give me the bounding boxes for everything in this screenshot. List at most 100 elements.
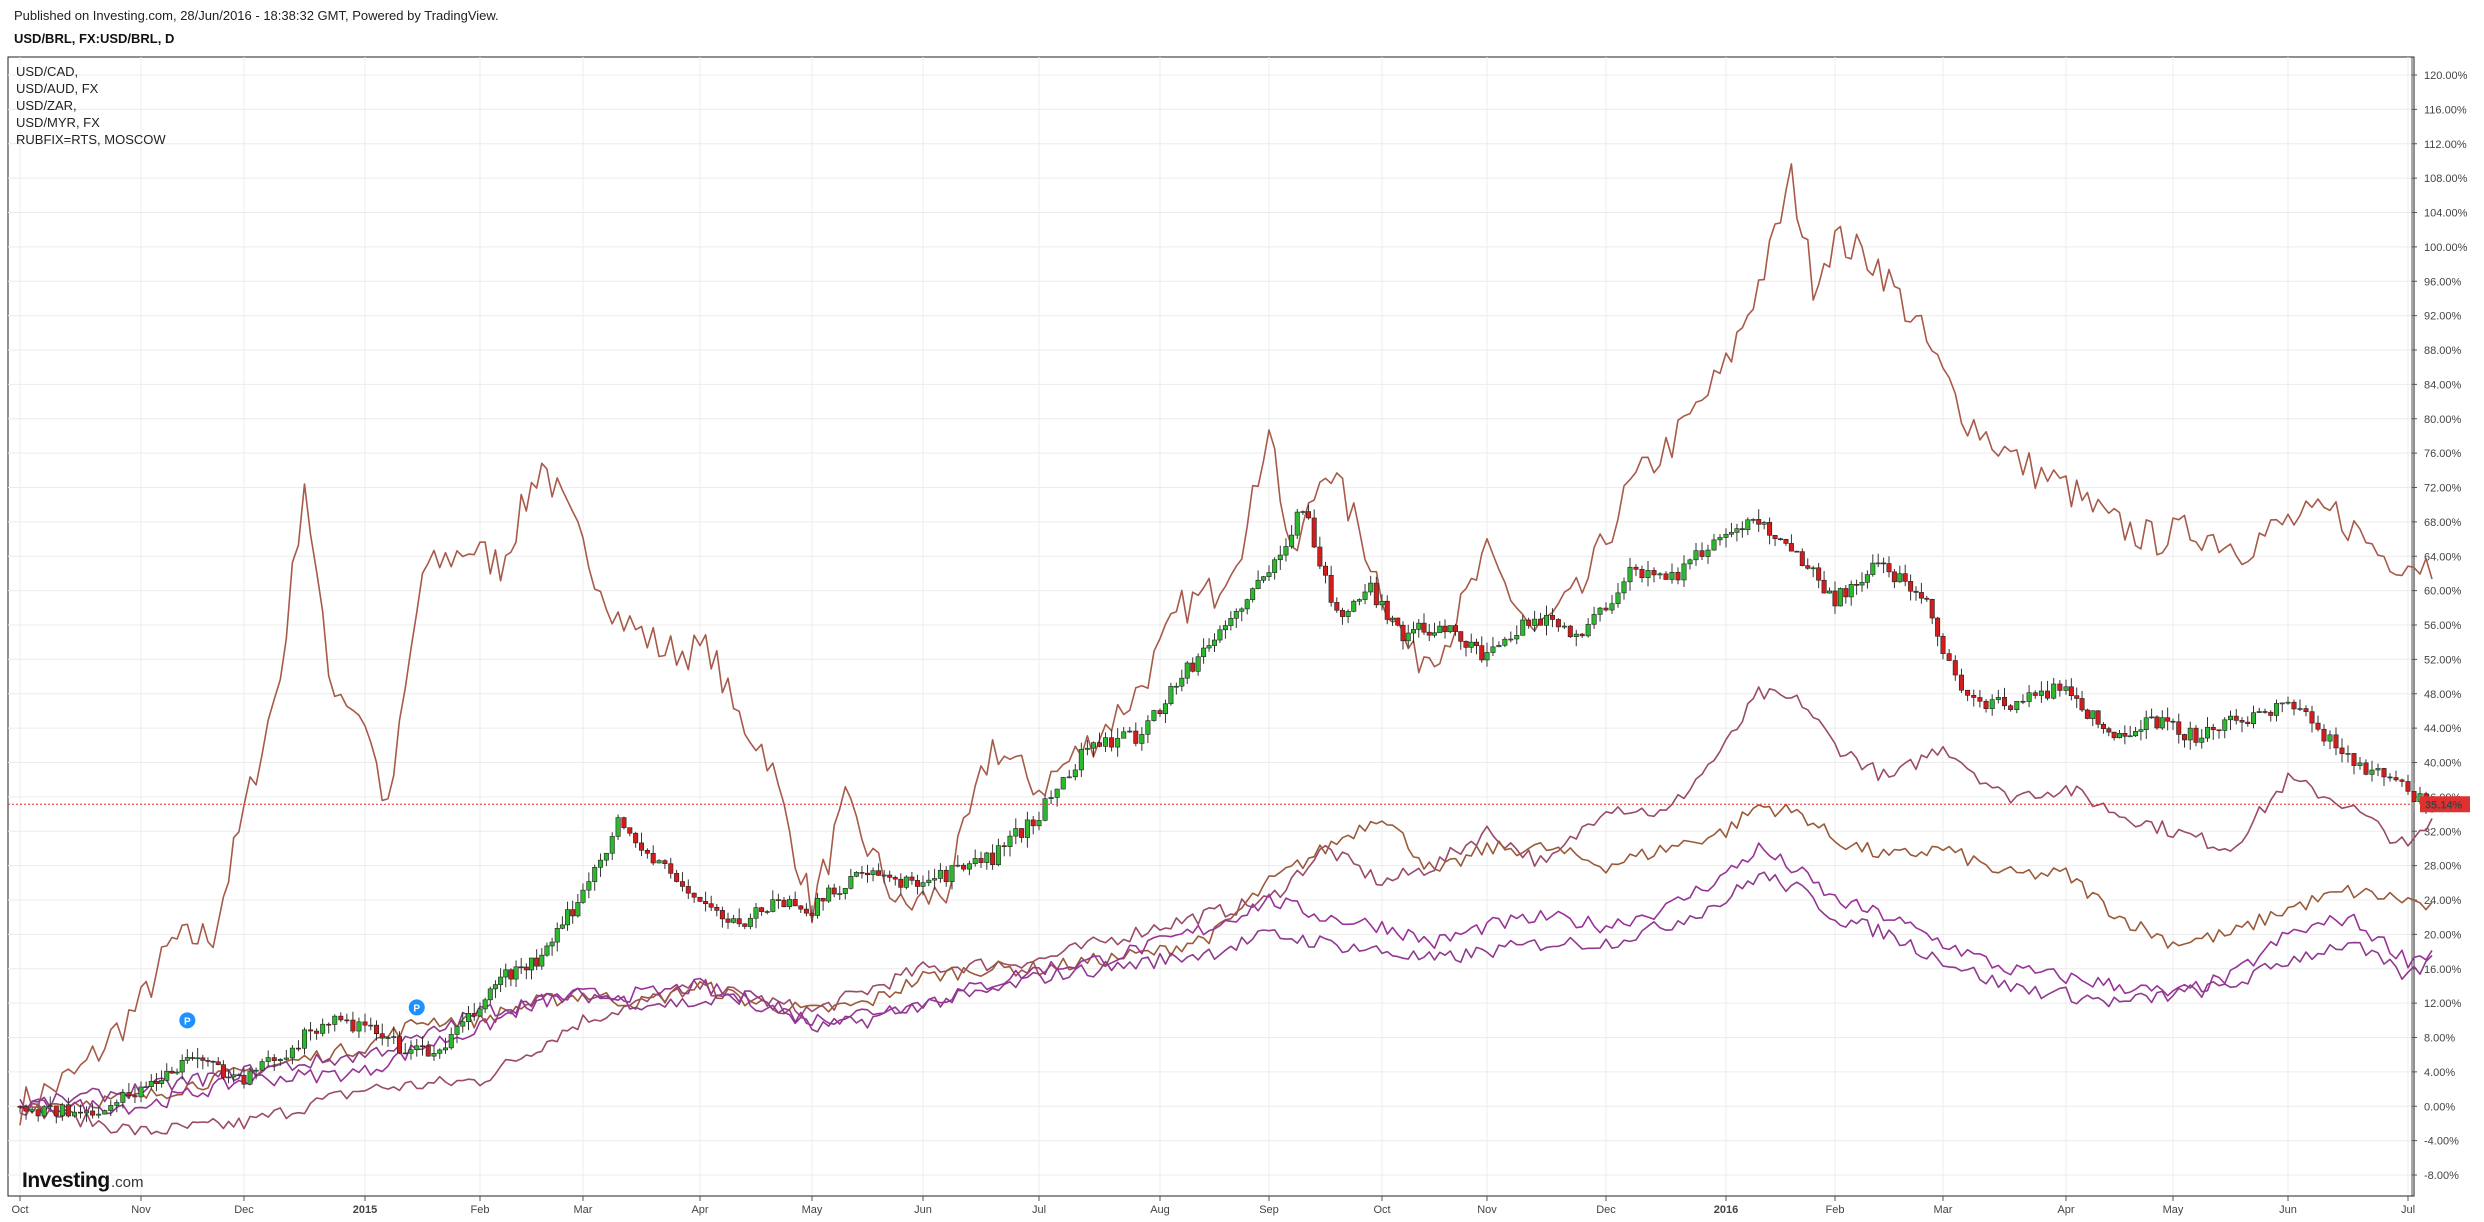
candle-up: [513, 966, 519, 980]
candle-down: [775, 899, 781, 901]
candle-up: [1179, 677, 1185, 687]
candle-up: [1090, 742, 1096, 749]
candle-up: [609, 836, 615, 854]
candle-up: [1121, 731, 1127, 739]
candle-up: [937, 869, 943, 879]
candle-up: [1036, 820, 1042, 827]
candle-up: [544, 945, 550, 956]
candle-down: [241, 1075, 247, 1085]
y-tick-label: 56.00%: [2424, 620, 2462, 632]
candle-up: [815, 897, 821, 916]
candle-down: [2245, 721, 2251, 724]
candle-down: [1799, 551, 1805, 566]
candle-down: [1958, 674, 1964, 691]
candle-up: [2026, 692, 2032, 702]
candle-down: [697, 896, 703, 902]
candle-down: [1157, 710, 1163, 715]
candle-up: [259, 1061, 265, 1071]
candle-up: [414, 1045, 420, 1050]
candle-down: [350, 1019, 356, 1032]
published-caption: Published on Investing.com, 28/Jun/2016 …: [14, 8, 499, 23]
candle-up: [1168, 686, 1174, 705]
candle-down: [1924, 597, 1930, 600]
candle-up: [955, 864, 961, 867]
candle-down: [714, 906, 720, 911]
candle-up: [1206, 645, 1212, 649]
candle-down: [308, 1029, 314, 1032]
candle-down: [2233, 715, 2239, 721]
y-tick-label: 120.00%: [2424, 70, 2468, 82]
candle-up: [1024, 819, 1030, 838]
x-tick-label: Jul: [2401, 1204, 2415, 1216]
candle-down: [200, 1057, 206, 1061]
candle-up: [2327, 734, 2333, 742]
candle-down: [1109, 737, 1115, 748]
candle-up: [437, 1049, 443, 1054]
x-tick-label: Aug: [1150, 1204, 1170, 1216]
event-marker-icon[interactable]: [408, 999, 425, 1016]
candle-up: [1283, 546, 1289, 556]
candle-down: [674, 873, 680, 882]
candle-up: [247, 1070, 253, 1085]
y-axis: 120.00% 116.00% 112.00% 108.00% 104.00% 100.0…: [2411, 57, 2468, 1196]
candle-up: [1300, 511, 1306, 513]
candle-up: [1379, 600, 1385, 606]
candle-down: [2170, 720, 2176, 723]
logo-suffix: .com: [111, 1174, 144, 1191]
candle-down: [1323, 565, 1329, 576]
candle-up: [442, 1047, 448, 1051]
candle-down: [2309, 711, 2315, 724]
candle-up: [2228, 715, 2234, 721]
candle-up: [1490, 646, 1496, 653]
candle-up: [477, 1008, 483, 1017]
candle-down: [1902, 573, 1908, 582]
candle-up: [1615, 592, 1621, 604]
candle-up: [1711, 539, 1717, 551]
candle-up: [391, 1036, 397, 1038]
candle-up: [1687, 559, 1693, 565]
candle-down: [1756, 519, 1762, 525]
candle-down: [1935, 617, 1941, 637]
candle-up: [2014, 700, 2020, 711]
candle-down: [1549, 614, 1555, 620]
candle-down: [1663, 573, 1669, 580]
candle-up: [1870, 562, 1876, 575]
candle-down: [1940, 635, 1946, 654]
candle-up: [2187, 727, 2193, 741]
x-tick-label: Jun: [914, 1204, 932, 1216]
candle-up: [1864, 574, 1870, 583]
y-tick-label: 68.00%: [2424, 517, 2462, 529]
candle-up: [1184, 662, 1190, 679]
event-marker-icon[interactable]: [179, 1012, 196, 1029]
candle-up: [528, 957, 534, 971]
candle-up: [1261, 576, 1267, 581]
candle-down: [2154, 716, 2160, 729]
candle-up: [1561, 625, 1567, 628]
candle-down: [35, 1109, 41, 1117]
candle-up: [1351, 600, 1357, 612]
candle-down: [887, 874, 893, 878]
candle-up: [1289, 534, 1295, 547]
candle-up: [1228, 617, 1234, 626]
candle-down: [17, 1105, 23, 1108]
candle-up: [96, 1113, 102, 1116]
candle-down: [2239, 720, 2245, 723]
candle-up: [1761, 522, 1767, 525]
candle-up: [1217, 629, 1223, 641]
candle-up: [1502, 638, 1508, 646]
candle-down: [2321, 728, 2327, 742]
event-markers[interactable]: PP: [179, 999, 425, 1029]
candle-down: [2111, 731, 2117, 739]
candle-down: [1463, 641, 1469, 648]
candle-up: [1255, 579, 1261, 589]
candle-up: [1390, 617, 1396, 620]
candle-up: [332, 1015, 338, 1025]
x-tick-label: May: [2163, 1204, 2184, 1216]
y-tick-label: -4.00%: [2424, 1136, 2459, 1148]
x-tick-label: Jul: [1032, 1204, 1046, 1216]
candle-up: [2279, 702, 2285, 705]
candle-down: [314, 1030, 320, 1034]
candle-down: [978, 858, 984, 863]
series-line-rubfix: [19, 163, 2433, 1126]
